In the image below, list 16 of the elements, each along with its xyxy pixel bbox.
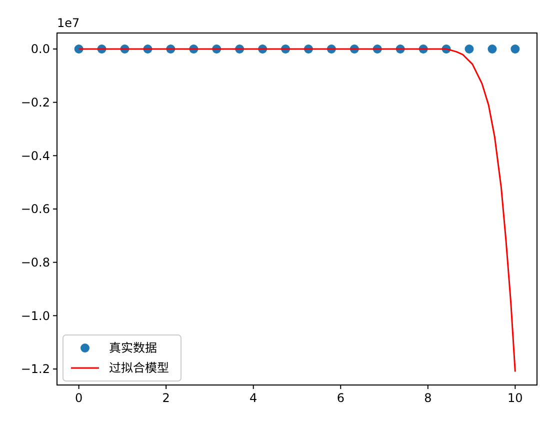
text: 1e7 <box>57 16 80 30</box>
y-tick-label: −0.8 <box>20 256 50 270</box>
legend-label: 过拟合模型 <box>109 359 170 376</box>
x-tick-label: 4 <box>250 391 258 405</box>
x-tick-label: 10 <box>508 391 523 405</box>
x-tick-label: 8 <box>424 391 432 405</box>
y-tick-label: 0.0 <box>30 42 50 56</box>
legend-label: 真实数据 <box>109 339 158 356</box>
y-tick-label: −0.6 <box>20 202 50 216</box>
y-tick-label: −1.2 <box>20 362 50 376</box>
x-tick-label: 0 <box>75 391 83 405</box>
y-tick-label: −0.4 <box>20 148 50 163</box>
x-tick-label: 2 <box>162 391 170 405</box>
x-tick-label: 6 <box>336 391 344 405</box>
y-tick-label: −0.2 <box>20 96 50 110</box>
y-tick-label: −1.0 <box>20 308 50 323</box>
